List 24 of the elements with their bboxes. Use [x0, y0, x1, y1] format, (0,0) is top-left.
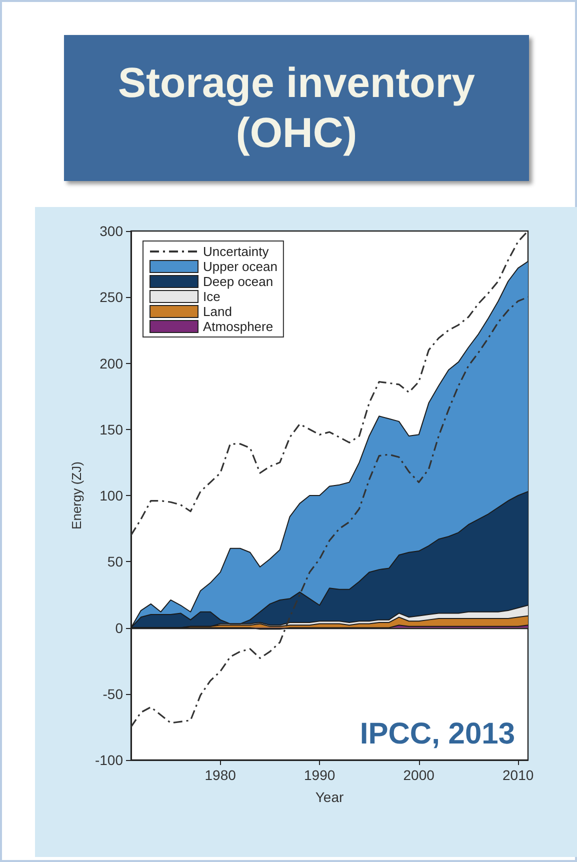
y-tick-label: 250 [100, 289, 124, 306]
y-tick-label: 0 [115, 620, 124, 636]
legend-label: Atmosphere [203, 319, 274, 334]
line-series [130, 230, 529, 536]
y-tick-label: 300 [100, 223, 124, 239]
legend-label: Upper ocean [203, 259, 278, 274]
x-axis-title: Year [315, 789, 344, 805]
y-tick-label: 150 [100, 421, 124, 438]
legend-label: Land [203, 304, 232, 319]
chart-title: Storage inventory (OHC) [116, 58, 476, 158]
annotation: IPCC, 2013 [360, 718, 516, 750]
y-tick-label: 200 [100, 355, 124, 372]
y-axis-title: Energy (ZJ) [69, 462, 84, 530]
x-tick-label: 2010 [502, 767, 534, 783]
x-tick-label: 1990 [304, 767, 336, 783]
legend-label: Uncertainty [203, 244, 270, 259]
x-tick-label: 2000 [403, 767, 435, 783]
y-tick-label: 100 [100, 488, 124, 504]
y-tick-label: -50 [102, 686, 124, 702]
x-tick-label: 1980 [204, 767, 236, 783]
y-tick-label: -100 [94, 752, 124, 768]
legend-label: Deep ocean [203, 274, 274, 289]
y-tick-label: 50 [107, 554, 124, 570]
legend-label: Ice [203, 289, 220, 304]
